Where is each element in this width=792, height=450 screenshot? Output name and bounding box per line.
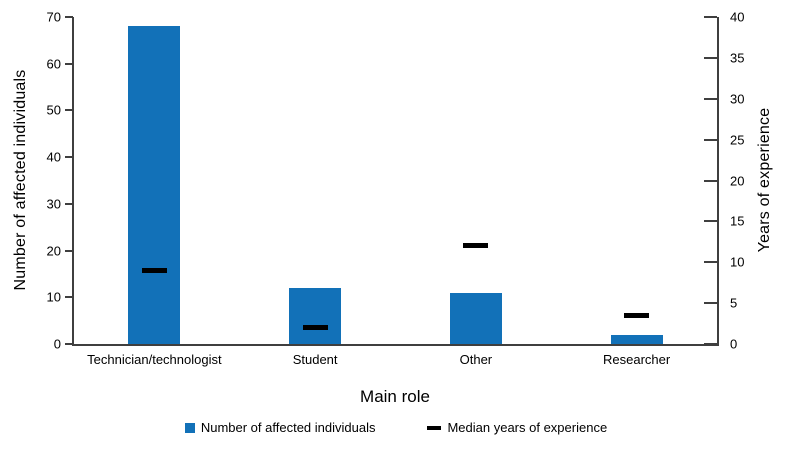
left-y-axis-tick <box>65 202 73 205</box>
right-y-axis-tick <box>704 220 717 223</box>
left-y-axis-tick <box>65 296 73 299</box>
right-y-axis-tick-label: 20 <box>730 173 745 188</box>
bar <box>610 334 663 344</box>
left-y-axis-tick-label: 20 <box>46 243 61 259</box>
legend-median-label: Median years of experience <box>447 420 608 435</box>
right-y-axis-tick-label: 0 <box>730 336 738 352</box>
left-y-axis-tick <box>65 249 73 252</box>
plot-area: 0 10 20 30 40 50 60 70 0 5 10 15 20 25 30 35 40 Technicia… <box>47 11 745 368</box>
x-axis-tick-label: Researcher <box>603 352 671 367</box>
right-y-axis-tick-label: 15 <box>730 213 745 229</box>
right-y-axis-tick <box>704 97 717 100</box>
left-y-axis-tick-label: 50 <box>46 102 61 118</box>
bar <box>449 292 502 344</box>
right-axis-title: Years of experience <box>756 107 773 253</box>
right-y-axis-tick-label: 10 <box>730 254 745 270</box>
x-axis-tick-label: Student <box>292 352 338 367</box>
right-y-axis-tick-label: 25 <box>730 132 745 148</box>
right-y-axis-tick <box>704 343 717 345</box>
left-y-axis-tick <box>65 343 73 345</box>
right-y-axis-tick-label: 40 <box>730 9 745 25</box>
bar <box>289 287 342 344</box>
right-y-axis-tick-label: 5 <box>730 295 738 311</box>
median-dash <box>302 325 328 331</box>
x-axis-title: Main role <box>360 387 430 406</box>
left-axis-title: Number of affected individuals <box>12 69 29 291</box>
legend-item-bars: Number of affected individuals <box>184 420 376 435</box>
right-y-axis-tick-label: 30 <box>730 91 745 107</box>
right-y-axis-tick <box>704 16 717 18</box>
right-y-axis-tick-label: 35 <box>730 50 745 66</box>
legend-bar-swatch-icon <box>184 422 195 433</box>
left-y-axis-tick-label: 0 <box>53 336 61 352</box>
left-y-axis-tick-label: 40 <box>46 149 61 165</box>
x-axis-tick-label: Technician/technologist <box>87 352 222 367</box>
legend-bar-label: Number of affected individuals <box>200 420 376 435</box>
left-y-axis-tick <box>65 156 73 159</box>
legend: Number of affected individuals Median ye… <box>0 420 792 435</box>
legend-dash-swatch-icon <box>427 425 442 430</box>
right-y-axis-tick <box>704 179 717 182</box>
left-y-axis-tick <box>65 62 73 65</box>
left-y-axis-tick <box>65 109 73 112</box>
bar <box>128 26 181 344</box>
left-y-axis-tick-label: 60 <box>46 56 61 72</box>
x-axis-tick-label: Other <box>459 352 493 367</box>
left-y-axis-tick-label: 70 <box>46 9 61 25</box>
median-dash <box>463 243 489 249</box>
right-y-axis-tick <box>704 56 717 59</box>
median-dash <box>141 267 167 273</box>
left-y-axis-tick-label: 30 <box>46 196 61 212</box>
right-y-axis-tick <box>704 138 717 141</box>
legend-item-median: Median years of experience <box>427 420 607 435</box>
left-y-axis-tick <box>65 16 73 18</box>
left-y-axis-tick-label: 10 <box>46 289 61 305</box>
right-y-axis-tick <box>704 302 717 305</box>
right-y-axis-tick <box>704 261 717 264</box>
median-dash <box>624 312 650 318</box>
